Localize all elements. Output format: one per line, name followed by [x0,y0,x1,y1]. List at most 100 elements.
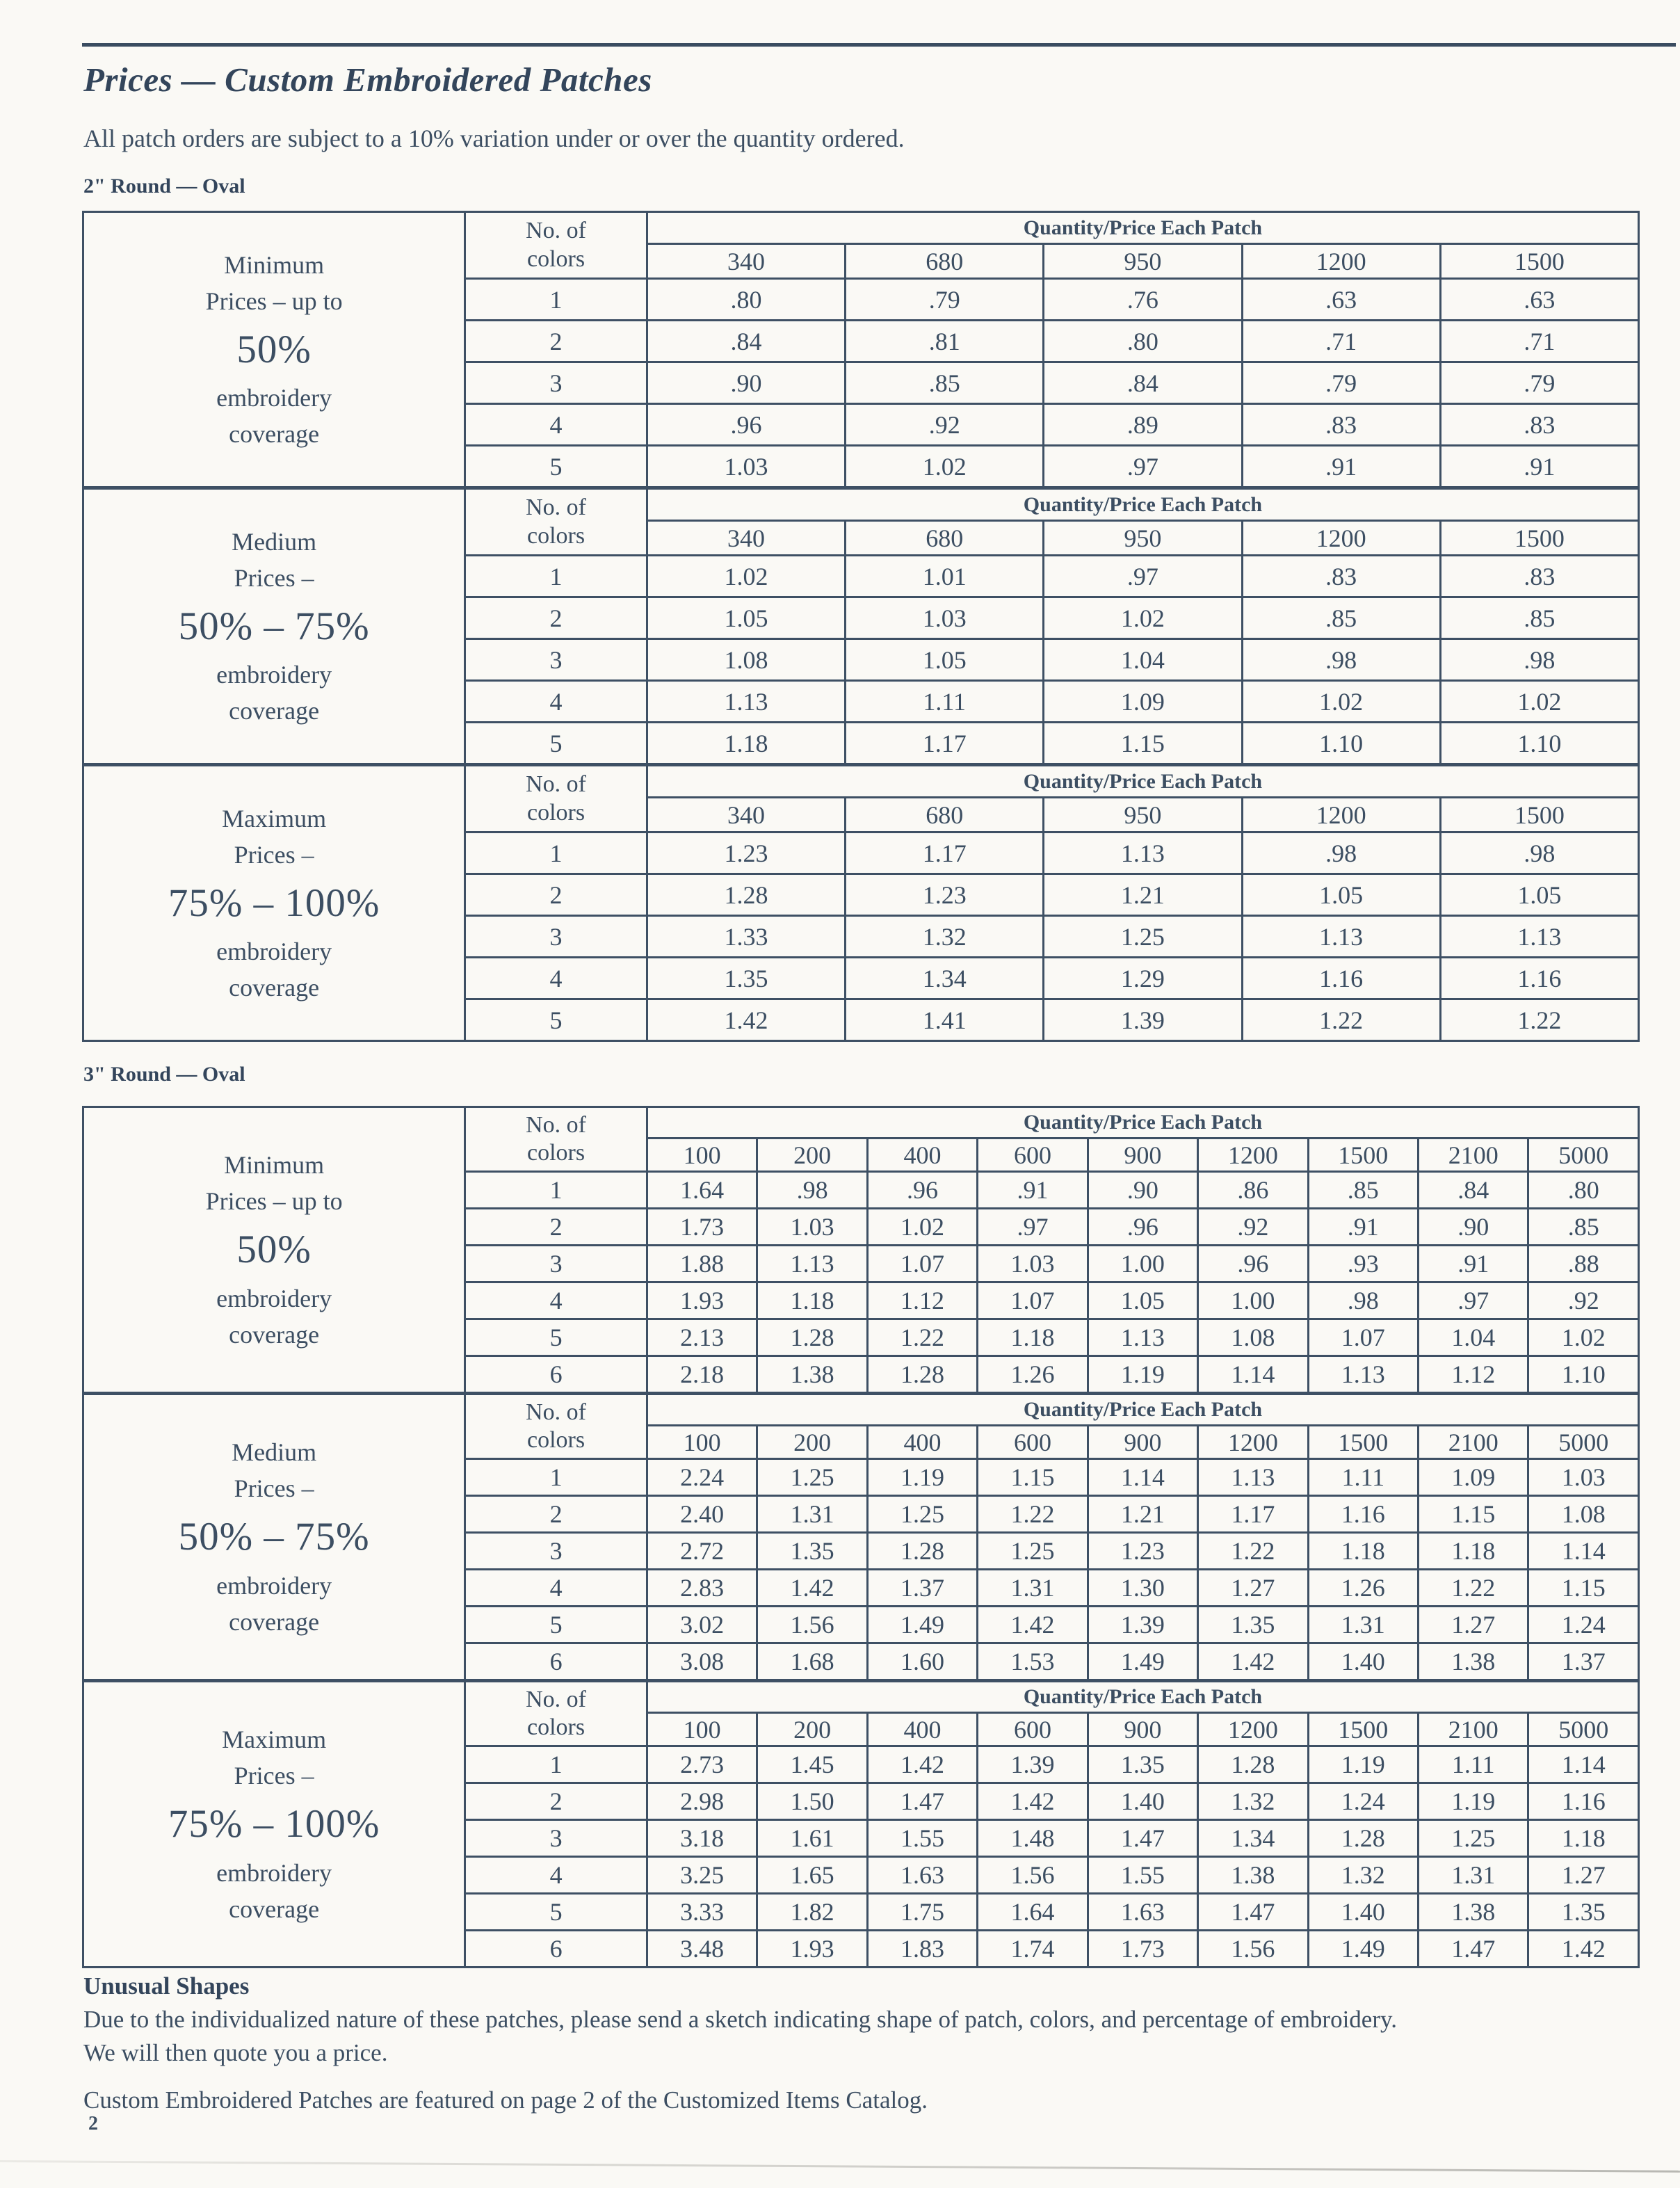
quantity-header-cell: 900 [1086,1424,1200,1460]
price-cell: 2.73 [645,1745,759,1784]
coverage-label-maximum: Maximum Prices – 75% – 100% embroidery cover… [81,1680,467,1968]
price-cell: .80 [645,277,847,321]
price-cell: 1.24 [1307,1782,1420,1821]
no-of-colors-header: No. of colors [464,764,648,833]
quantity-header-cell: 1500 [1307,1137,1420,1173]
price-cell: 1.04 [1042,638,1243,682]
price-cell: 1.13 [1086,1318,1200,1357]
price-cell: 1.22 [976,1495,1089,1534]
price-cell: 1.08 [1527,1495,1640,1534]
coverage-label-line: coverage [229,1895,320,1923]
quantity-header-cell: 1200 [1197,1137,1309,1173]
price-row-3-colors: 3.90.85.84.79.79 [83,361,1640,405]
page-subtitle: All patch orders are subject to a 10% va… [83,124,905,152]
quantity-header-row: 100 200 400 600 900 1200 1500 2100 5000 [83,1712,1640,1747]
quantity-header-cell: 1200 [1197,1712,1309,1747]
price-cell: 1.16 [1527,1782,1640,1821]
colors-count-cell: 4 [464,403,648,447]
price-cell: .85 [1527,1207,1640,1246]
price-cell: 1.23 [1086,1531,1200,1570]
price-cell: 1.53 [976,1642,1089,1681]
coverage-label-line: embroidery [216,938,332,966]
price-cell: 1.88 [645,1244,759,1283]
price-cell: .93 [1307,1244,1420,1283]
price-cell: 3.48 [645,1929,759,1968]
quantity-header-cell: 1500 [1439,520,1640,556]
colors-count-cell: 6 [464,1355,648,1394]
price-cell: 1.11 [1416,1745,1530,1784]
coverage-label-line: embroidery [216,1284,332,1312]
price-cell: 1.49 [1086,1642,1200,1681]
price-cell: 1.42 [1197,1642,1309,1681]
price-table-maximum-2inch: Maximum Prices – 75% – 100% embroidery cover… [81,764,1640,1042]
price-cell: 1.18 [1416,1531,1530,1570]
price-cell: .96 [1086,1207,1200,1246]
price-cell: .79 [1439,361,1640,405]
price-cell: 1.37 [866,1568,979,1607]
coverage-label-line: Minimum [224,1151,325,1179]
quantity-header-cell: 100 [645,1712,759,1747]
coverage-label-line: 75% – 100% [168,880,380,925]
price-cell: 3.33 [645,1892,759,1931]
price-cell: 1.05 [1241,873,1441,917]
price-row-4-colors: 4.96.92.89.83.83 [83,403,1640,447]
coverage-label-line: embroidery [216,384,332,412]
price-tables-3inch: Minimum Prices – up to 50% embroidery covera… [81,1106,1640,1968]
quantity-header-cell: 900 [1086,1137,1200,1173]
colors-count-cell: 3 [464,638,648,682]
quantity-header-cell: 1200 [1197,1424,1309,1460]
price-cell: .71 [1439,319,1640,363]
price-cell: 1.31 [976,1568,1089,1607]
price-cell: .91 [1416,1244,1530,1283]
price-cell: 1.13 [756,1244,869,1283]
price-cell: .98 [1439,831,1640,875]
price-cell: 3.18 [645,1819,759,1858]
no-of-colors-header-line: No. of [526,218,586,244]
price-cell: 1.02 [844,444,1045,488]
price-cell: 1.28 [645,873,847,917]
quantity-price-header: Quantity/Price Each Patch [645,764,1640,798]
price-row-4-colors: 4 2.83 1.42 1.37 1.31 1.30 1.27 1.26 1.22 1.15 [83,1568,1640,1607]
price-cell: 1.42 [645,998,847,1042]
price-cell: 1.16 [1439,956,1640,1000]
price-cell: 1.18 [976,1318,1089,1357]
price-cell: .88 [1527,1244,1640,1283]
price-cell: 1.15 [1416,1495,1530,1534]
quantity-price-header: Quantity/Price Each Patch [645,1106,1640,1139]
price-cell: 1.10 [1439,721,1640,765]
price-cell: 1.27 [1416,1605,1530,1644]
price-cell: 1.22 [1241,998,1441,1042]
price-cell: 1.37 [1527,1642,1640,1681]
price-cell: 1.28 [866,1355,979,1394]
price-cell: 1.19 [866,1458,979,1497]
colors-count-cell: 4 [464,679,648,723]
price-cell: 1.38 [1197,1856,1309,1895]
coverage-label-minimum: Minimum Prices – up to 50% embroidery covera… [81,1106,467,1394]
price-cell: 2.13 [645,1318,759,1357]
quantity-header-cell: 340 [645,796,847,833]
no-of-colors-header: No. of colors [464,488,648,556]
price-cell: 1.61 [756,1819,869,1858]
page-number: 2 [88,2113,98,2134]
price-cell: .96 [1197,1244,1309,1283]
price-cell: 1.11 [844,679,1045,723]
price-cell: 1.60 [866,1642,979,1681]
price-cell: 1.73 [645,1207,759,1246]
price-cell: 1.02 [866,1207,979,1246]
price-cell: .91 [976,1171,1089,1209]
table-header-row: Minimum Prices – up to 50% embroidery covera… [81,1106,1640,1394]
price-cell: 1.15 [1042,721,1243,765]
price-cell: 1.42 [976,1782,1089,1821]
coverage-label-line: Medium [232,527,317,556]
price-row-4-colors: 4 1.13 1.11 1.09 1.02 1.02 [83,679,1640,723]
price-row-3-colors: 3 1.33 1.32 1.25 1.13 1.13 [83,915,1640,958]
coverage-label-line: 50% – 75% [178,1515,370,1559]
no-of-colors-header: No. of colors [464,1680,648,1747]
price-cell: 1.05 [645,596,847,640]
price-cell: 1.38 [1416,1892,1530,1931]
coverage-label-maximum: Maximum Prices – 75% – 100% embroidery cover… [81,764,467,1042]
no-of-colors-header-line: colors [527,522,585,549]
price-row-5-colors: 5 2.13 1.28 1.22 1.18 1.13 1.08 1.07 1.04 1.02 [83,1318,1640,1357]
no-of-colors-header: No. of colors [464,1106,648,1173]
price-tables-2inch: Minimum Prices – up to 50% embroidery covera… [81,211,1640,1042]
